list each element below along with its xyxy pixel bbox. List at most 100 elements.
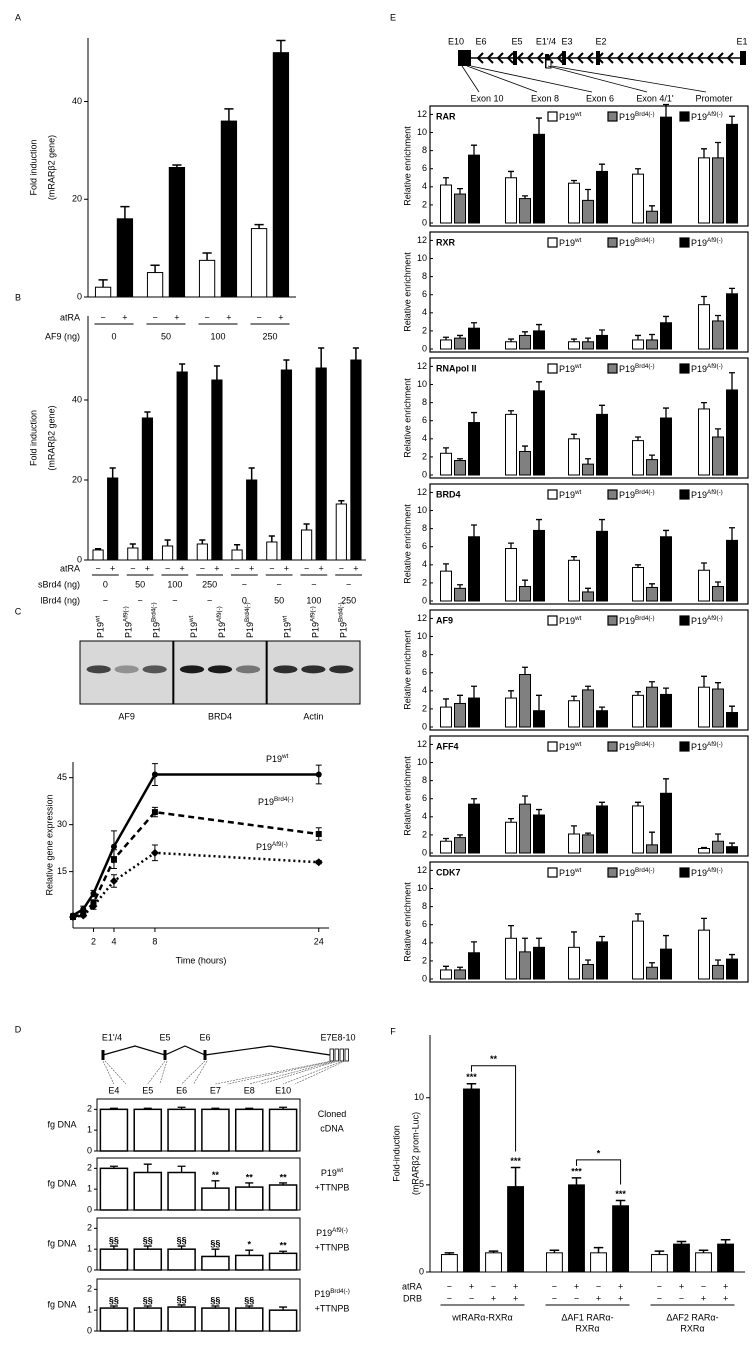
error-bar	[635, 564, 641, 568]
bar	[596, 941, 608, 980]
group-label: ΔAF2 RARα-	[666, 1312, 718, 1322]
chevron	[516, 52, 524, 64]
panel-title: AF9	[436, 615, 453, 625]
row-frame	[96, 1157, 301, 1211]
error-bar	[510, 1166, 521, 1187]
bar	[596, 530, 608, 602]
row-label: AF9 (ng)	[45, 331, 80, 341]
row-cell: +	[491, 1293, 496, 1303]
row-label: P19wt	[321, 1167, 344, 1179]
x-tick-label: 24	[314, 936, 324, 946]
bar	[695, 1252, 712, 1273]
bar	[300, 529, 313, 561]
error-bar	[444, 1252, 455, 1255]
bar	[505, 341, 517, 350]
error-bar	[585, 587, 591, 592]
name-text: P19	[559, 238, 575, 248]
row-cell: −	[130, 563, 135, 573]
bar	[454, 969, 466, 980]
panel-letter: F	[390, 1026, 396, 1036]
row-label: +TTNPB	[315, 1303, 350, 1313]
error-bar	[663, 934, 669, 950]
bar	[698, 929, 710, 980]
error-bar	[635, 436, 641, 441]
bar	[646, 459, 658, 476]
superscript: Brd4(-)	[244, 602, 251, 622]
error-bar	[283, 359, 290, 370]
y-tick-label: 10	[417, 379, 427, 389]
significance: ***	[510, 1156, 521, 1166]
bar	[590, 1252, 607, 1273]
name-text: P19	[691, 868, 707, 878]
y-tick-label: 6	[422, 163, 427, 173]
bar	[660, 116, 672, 224]
error-bar	[443, 177, 449, 185]
lane-label: P19Brd4(-)	[150, 602, 162, 638]
error-bar	[549, 1249, 560, 1253]
y-tick-label: 0	[422, 595, 427, 605]
bar	[660, 693, 672, 728]
significance: *	[247, 1240, 251, 1250]
bar	[726, 846, 738, 854]
superscript: Brd4(-)	[150, 602, 157, 622]
y-tick-label: 8	[422, 271, 427, 281]
error-bar	[599, 706, 605, 711]
row-cell: −	[552, 1293, 557, 1303]
panel-letter: C	[15, 606, 22, 616]
legend-label: P19Af9(-)	[691, 615, 723, 627]
group-label: −	[311, 579, 316, 589]
bar	[533, 529, 545, 602]
bar	[698, 847, 710, 854]
exon	[545, 59, 552, 69]
bar	[712, 964, 724, 980]
bar	[712, 320, 724, 350]
error-bar	[522, 195, 528, 199]
y-tick-label: 2	[422, 325, 427, 335]
name-text: P19	[124, 622, 134, 638]
bar	[582, 834, 594, 854]
name-text: P19	[311, 622, 321, 638]
error-bar	[585, 458, 591, 465]
error-bar	[508, 410, 514, 415]
bracket	[575, 1159, 622, 1185]
error-bar	[457, 187, 463, 195]
error-bar	[571, 1177, 582, 1185]
gene-label: E2	[595, 36, 606, 46]
bar	[568, 1184, 585, 1273]
bar	[646, 339, 658, 350]
y-axis-label: Relative gene expression	[44, 794, 54, 895]
row-cell: −	[469, 1293, 474, 1303]
bar	[94, 286, 112, 298]
panel-frame	[429, 735, 749, 857]
group-label: 100	[306, 595, 321, 605]
superscript: wt	[574, 867, 582, 874]
category-label: E6	[176, 1085, 187, 1095]
group-label: 100	[167, 579, 182, 589]
bar	[440, 706, 452, 728]
row-cell: +	[723, 1293, 728, 1303]
bar	[167, 1306, 196, 1332]
error-bar	[701, 917, 707, 931]
group-label: −	[242, 579, 247, 589]
blot-band	[142, 665, 167, 674]
group-label: −	[207, 595, 212, 605]
error-bar	[245, 1182, 254, 1188]
name-text: P19	[96, 622, 106, 638]
bar	[272, 52, 290, 298]
bar	[211, 379, 223, 561]
bar	[99, 1167, 129, 1211]
error-bar	[457, 458, 463, 461]
error-bar	[471, 524, 477, 537]
category-label: Exon 10	[470, 93, 503, 103]
bar	[440, 184, 452, 224]
y-axis-label: Relative enrichment	[402, 378, 412, 458]
superscript: wt	[574, 363, 582, 370]
legend-swatch	[679, 741, 690, 752]
blot-band	[86, 665, 111, 674]
bar	[632, 339, 644, 350]
error-bar	[457, 694, 463, 704]
error-bar	[715, 428, 721, 437]
legend-label: P19wt	[559, 111, 582, 123]
category-label: Exon 6	[586, 93, 614, 103]
